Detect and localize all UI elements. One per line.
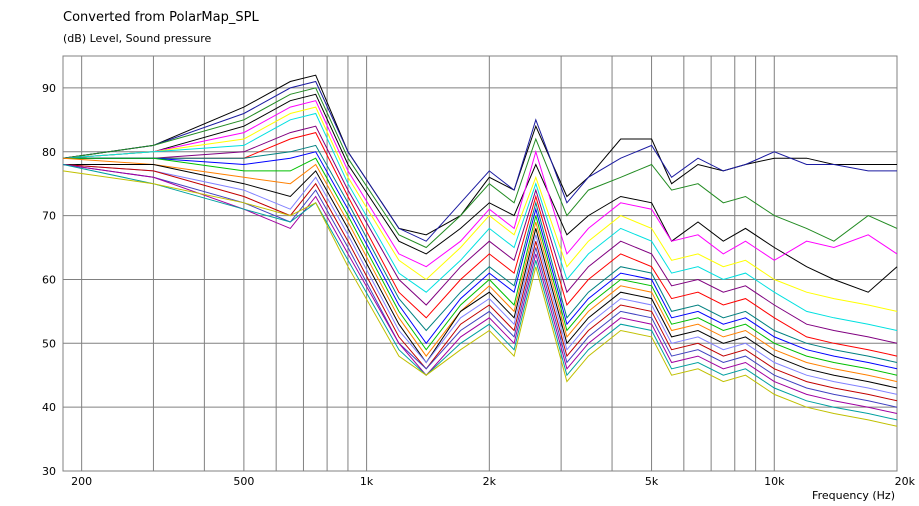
- x-tick-label: 200: [71, 475, 92, 488]
- x-tick-label: 5k: [645, 475, 659, 488]
- series-line-6: [62, 106, 898, 312]
- series-line-4: [62, 93, 898, 293]
- y-tick-label: 50: [42, 337, 56, 350]
- y-tick-label: 70: [42, 210, 56, 223]
- y-axis-label: (dB) Level, Sound pressure: [63, 32, 212, 45]
- x-tick-label: 500: [233, 475, 254, 488]
- series-line-2: [62, 80, 897, 242]
- y-tick-label: 60: [42, 273, 56, 286]
- series-line-20: [62, 170, 898, 427]
- series-line-7: [62, 112, 898, 331]
- series-line-16: [62, 164, 898, 402]
- y-tick-label: 80: [42, 146, 56, 159]
- y-tick-label: 90: [42, 82, 56, 95]
- chart-title: Converted from PolarMap_SPL: [63, 10, 259, 25]
- series-lines: [62, 74, 898, 427]
- y-tick-label: 40: [42, 401, 56, 414]
- series-line-12: [63, 157, 898, 376]
- series-line-13: [62, 157, 898, 383]
- series-line-10: [63, 144, 898, 363]
- series-line-5: [62, 100, 898, 268]
- series-line-14: [63, 164, 898, 389]
- tick-labels: 30 40 50 60 70 80 90 200 500 1k 2k 5k 10k 20k: [42, 82, 916, 488]
- grid-lines: [63, 56, 898, 472]
- plot-area: [62, 55, 898, 472]
- series-line-9: [63, 132, 898, 357]
- series-line-1: [62, 74, 897, 236]
- y-tick-label: 30: [42, 465, 56, 478]
- x-tick-label: 10k: [764, 475, 785, 488]
- series-line-3: [62, 87, 898, 249]
- series-line-18: [62, 164, 898, 414]
- series-line-11: [63, 151, 898, 370]
- x-tick-label: 2k: [483, 475, 497, 488]
- series-line-15: [62, 164, 898, 395]
- x-tick-label: 1k: [360, 475, 374, 488]
- x-axis-label: Frequency (Hz): [812, 489, 895, 502]
- series-line-8: [63, 125, 898, 344]
- x-tick-label: 20k: [895, 475, 916, 488]
- series-line-17: [62, 164, 898, 408]
